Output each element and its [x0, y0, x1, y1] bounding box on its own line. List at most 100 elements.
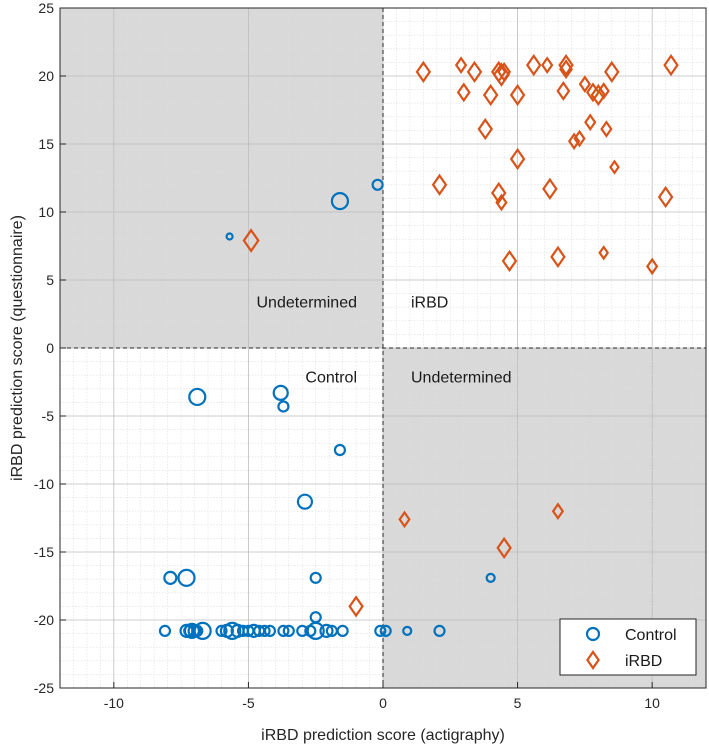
y-axis-label: iRBD prediction score (questionnaire) [9, 215, 26, 481]
y-tick-label: -25 [34, 680, 54, 696]
control-point [277, 400, 290, 413]
control-point [330, 192, 350, 211]
legend-control-circle-icon [585, 626, 601, 642]
control-point [296, 493, 314, 510]
irbd-point [242, 228, 260, 253]
quadrant-labels: Undetermined iRBD Control Undetermined [257, 295, 512, 387]
irbd-point [597, 82, 610, 100]
irbd-point [491, 181, 507, 205]
control-point [225, 232, 234, 241]
control-point [188, 387, 207, 407]
x-tick-label: 10 [644, 695, 660, 711]
y-tick-label: -20 [34, 612, 54, 628]
legend-label-control: Control [625, 627, 677, 644]
control-point [163, 570, 178, 585]
irbd-point [550, 245, 566, 269]
control-point [374, 624, 387, 637]
irbd-point [509, 83, 526, 107]
y-tick-label: 25 [38, 0, 54, 16]
y-tick-label: 5 [46, 272, 54, 288]
y-tick-label: -10 [34, 476, 54, 492]
irbd-point [398, 510, 411, 529]
irbd-point [551, 502, 565, 521]
control-point [177, 568, 196, 587]
control-point [263, 624, 277, 637]
irbd-point [509, 147, 526, 171]
control-point [258, 624, 271, 637]
irbd-point [456, 82, 471, 103]
control-point [336, 624, 349, 637]
data-points [158, 53, 679, 640]
irbd-point [657, 185, 674, 209]
control-point [193, 621, 212, 640]
control-point [223, 621, 242, 640]
legend-box [559, 618, 697, 676]
irbd-point [646, 257, 659, 276]
irbd-point [600, 120, 613, 138]
legend-irbd-diamond-icon [586, 650, 600, 670]
control-point [309, 571, 322, 584]
control-point [187, 623, 202, 638]
irbd-point [496, 536, 512, 560]
y-tick-label: -15 [34, 544, 54, 560]
control-point [183, 622, 200, 639]
control-point [379, 624, 392, 637]
legend: Control iRBD [559, 618, 697, 676]
irbd-point [454, 56, 468, 74]
irbd-point [492, 62, 510, 87]
irbd-point [573, 129, 586, 148]
control-point [215, 624, 228, 637]
irbd-point [609, 159, 620, 175]
irbd-point [415, 60, 432, 84]
control-point [272, 384, 289, 401]
irbd-point [431, 173, 448, 196]
quadrant-label-lower-left: Control [305, 369, 357, 386]
irbd-point [541, 56, 554, 74]
control-point [277, 624, 290, 637]
control-point [282, 624, 295, 637]
irbd-point [477, 117, 494, 141]
x-tick-label: -10 [104, 695, 124, 711]
irbd-point [542, 177, 558, 201]
quadrant-label-upper-right: iRBD [411, 295, 448, 312]
axes [59, 7, 707, 689]
quadrant-label-lower-right: Undetermined [411, 369, 512, 386]
irbd-point [578, 75, 592, 93]
irbd-point [482, 83, 499, 107]
irbd-point [558, 53, 574, 77]
control-point [333, 443, 347, 457]
irbd-point [663, 53, 679, 77]
x-tick-label: -5 [242, 695, 255, 711]
irbd-point [567, 132, 581, 151]
control-point [433, 624, 446, 637]
y-tick-label: 0 [46, 340, 54, 356]
control-point [371, 178, 384, 191]
x-tick-label: 5 [514, 695, 522, 711]
legend-label-irbd: iRBD [625, 653, 662, 670]
x-axis-label: iRBD prediction score (actigraphy) [261, 727, 505, 744]
irbd-point [590, 83, 607, 107]
y-tick-label: -5 [42, 408, 55, 424]
control-point [158, 624, 172, 637]
x-tick-label: 0 [379, 695, 387, 711]
irbd-point [466, 60, 483, 84]
irbd-point [495, 193, 508, 212]
control-point [402, 625, 413, 636]
irbd-point [584, 113, 597, 132]
irbd-point [348, 595, 364, 618]
irbd-point [497, 61, 512, 82]
irbd-point [598, 245, 610, 261]
tick-labels: -10 -5 0 5 10 -25 -20 -15 -10 -5 0 5 10 15 20 25 [34, 0, 660, 711]
irbd-point [559, 59, 573, 80]
quadrant-label-upper-left: Undetermined [257, 295, 358, 312]
irbd-point [501, 249, 518, 273]
y-tick-label: 10 [38, 204, 54, 220]
irbd-point [556, 80, 571, 101]
y-tick-label: 15 [38, 136, 54, 152]
irbd-point [604, 60, 620, 84]
control-point [306, 621, 325, 640]
irbd-point [525, 53, 542, 77]
control-point [319, 623, 334, 638]
control-point [485, 572, 496, 583]
